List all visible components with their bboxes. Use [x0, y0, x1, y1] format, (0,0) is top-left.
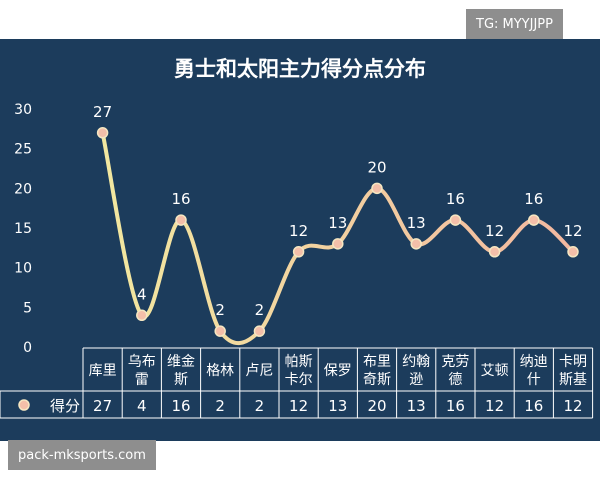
data-point	[96, 127, 109, 139]
data-label: 2	[255, 301, 265, 319]
table-value: 2	[215, 397, 225, 415]
source-credit: 搜狐号@烽火戏猪狗	[465, 460, 574, 474]
table-value: 12	[289, 397, 308, 415]
data-table-values: 27 4 16 2 2 12 13 20 13 16 12 16 12	[93, 397, 582, 415]
data-point	[449, 214, 462, 226]
chart-panel: 勇士和太阳主力得分点分布 0 5 10 15 20 25 30 库里 乌布雷 维金斯 格林 卢尼 帕斯…	[0, 39, 600, 474]
watermark-top: TG: MYYJJPP	[466, 9, 563, 39]
table-value: 27	[93, 397, 112, 415]
legend-label: 得分	[50, 397, 80, 415]
chart-title: 勇士和太阳主力得分点分布	[174, 57, 426, 81]
y-tick-label: 20	[14, 181, 32, 197]
data-label: 12	[563, 222, 582, 240]
x-tick-label: 乌布雷	[128, 354, 156, 388]
table-value: 20	[367, 397, 386, 415]
data-table-grid	[0, 347, 594, 419]
data-label: 12	[485, 222, 504, 240]
series-markers	[96, 127, 579, 337]
table-value: 2	[255, 397, 265, 415]
x-tick-label: 库里	[89, 363, 117, 379]
data-point	[136, 309, 148, 322]
x-tick-label: 维金斯	[167, 354, 195, 388]
legend: 得分	[4, 397, 80, 415]
data-point	[214, 325, 226, 337]
y-tick-label: 15	[14, 221, 32, 237]
x-tick-label: 布里奇斯	[363, 354, 391, 388]
x-tick-label: 纳迪什	[520, 354, 548, 388]
y-tick-label: 30	[14, 102, 32, 118]
data-label: 16	[171, 190, 190, 208]
y-axis: 0 5 10 15 20 25 30	[14, 102, 32, 356]
x-tick-label: 艾顿	[481, 363, 509, 379]
data-label: 13	[407, 214, 426, 232]
data-point	[332, 238, 344, 250]
table-value: 16	[446, 397, 465, 415]
data-label: 27	[93, 103, 112, 121]
table-value: 4	[137, 397, 147, 415]
data-point	[567, 246, 579, 258]
y-tick-label: 25	[14, 142, 32, 158]
watermark-bottom: pack-mksports.com	[8, 440, 156, 470]
data-label: 13	[328, 214, 347, 232]
x-tick-label: 克劳德	[441, 354, 469, 388]
x-tick-label: 卢尼	[245, 363, 273, 379]
table-value: 16	[171, 397, 190, 415]
data-label: 16	[446, 190, 465, 208]
data-point	[292, 246, 305, 258]
table-value: 12	[563, 397, 582, 415]
table-value: 13	[328, 397, 347, 415]
data-point	[253, 325, 266, 337]
table-value: 13	[407, 397, 426, 415]
data-point	[488, 246, 501, 258]
data-labels: 27 4 16 2 2 12 13 20 13 16 12 16 12	[93, 103, 582, 319]
data-label: 16	[524, 190, 543, 208]
y-tick-label: 10	[14, 261, 32, 277]
data-label: 20	[367, 158, 386, 176]
x-tick-label: 卡明斯基	[559, 354, 587, 388]
y-tick-label: 5	[23, 300, 32, 316]
data-label: 2	[215, 301, 225, 319]
x-tick-label: 格林	[206, 363, 234, 379]
series-line-score	[100, 130, 575, 346]
data-point	[410, 238, 422, 250]
data-point	[371, 182, 383, 195]
legend-marker	[18, 399, 30, 411]
data-label: 12	[289, 222, 308, 240]
data-point	[528, 214, 540, 226]
table-value: 12	[485, 397, 504, 415]
data-label: 4	[137, 285, 147, 303]
data-point	[175, 214, 187, 226]
x-tick-label: 帕斯卡尔	[285, 354, 313, 388]
table-value: 16	[524, 397, 543, 415]
y-tick-label: 0	[23, 340, 32, 356]
x-tick-label: 保罗	[324, 363, 352, 379]
x-tick-label: 约翰逊	[402, 354, 430, 388]
